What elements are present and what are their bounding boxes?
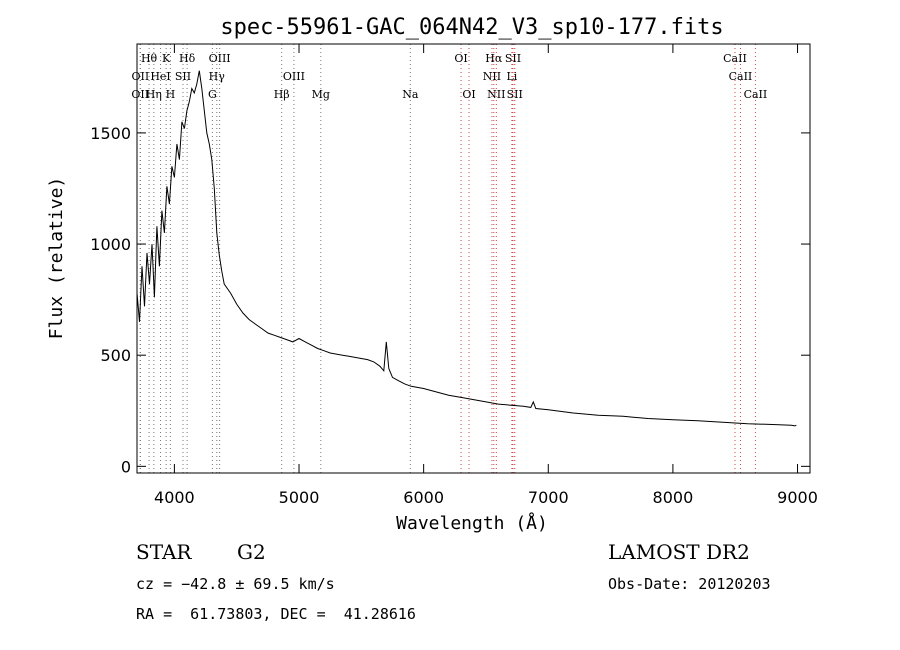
observation-date: Obs-Date: 20120203 (608, 575, 771, 593)
y-tick-label: 1500 (90, 124, 131, 143)
spectrum-line (136, 70, 797, 427)
line-label: Na (402, 88, 419, 101)
x-axis-label: Wavelength (Å) (396, 512, 548, 534)
line-label: Hδ (179, 52, 196, 65)
line-label: OIII (283, 70, 305, 83)
line-label: Hα (485, 52, 503, 65)
object-class: STAR (136, 540, 192, 564)
line-label: NII (483, 70, 501, 83)
line-label: Li (506, 70, 517, 83)
plot-frame (136, 43, 811, 474)
x-tick-label: 9000 (777, 488, 818, 507)
emission-line-markers (139, 44, 756, 473)
line-label: OI (462, 88, 475, 101)
line-label: HeI (150, 70, 170, 83)
coordinates: RA = 61.73803, DEC = 41.28616 (136, 605, 416, 623)
x-tick-label: 6000 (403, 488, 444, 507)
line-label: Mg (312, 88, 330, 101)
line-label: H (166, 88, 176, 101)
y-tick-label: 0 (121, 457, 131, 476)
object-subclass: G2 (237, 540, 266, 564)
line-label: Hθ (141, 52, 158, 65)
y-axis-label: Flux (relative) (46, 177, 67, 340)
survey-name: LAMOST DR2 (608, 540, 750, 564)
x-tick-label: 7000 (528, 488, 569, 507)
x-tick-label: 5000 (279, 488, 320, 507)
line-label: Hγ (209, 70, 226, 83)
line-label: CaII (729, 70, 753, 83)
line-label: OII (131, 88, 149, 101)
x-tick-label: 8000 (653, 488, 694, 507)
chart-title: spec-55961-GAC_064N42_V3_sp10-177.fits (220, 15, 723, 40)
x-axis: 4000 5000 6000 7000 8000 9000 (154, 44, 818, 507)
line-label: NII (487, 88, 505, 101)
y-tick-label: 500 (100, 346, 131, 365)
y-tick-label: 1000 (90, 235, 131, 254)
line-label: K (162, 52, 171, 65)
x-tick-label: 4000 (154, 488, 195, 507)
line-label: OII (132, 70, 150, 83)
line-label: Hβ (274, 88, 290, 101)
line-label: SII (175, 70, 191, 83)
line-label: SII (507, 88, 523, 101)
redshift-velocity: cz = −42.8 ± 69.5 km/s (136, 575, 335, 593)
line-label: OIII (209, 52, 231, 65)
line-label: CaII (744, 88, 768, 101)
line-label: SII (505, 52, 521, 65)
line-label: OI (454, 52, 467, 65)
y-axis: 0 500 1000 1500 (90, 124, 810, 476)
line-label: Hη (146, 88, 162, 101)
line-label: CaII (723, 52, 747, 65)
line-label: G (208, 88, 217, 101)
